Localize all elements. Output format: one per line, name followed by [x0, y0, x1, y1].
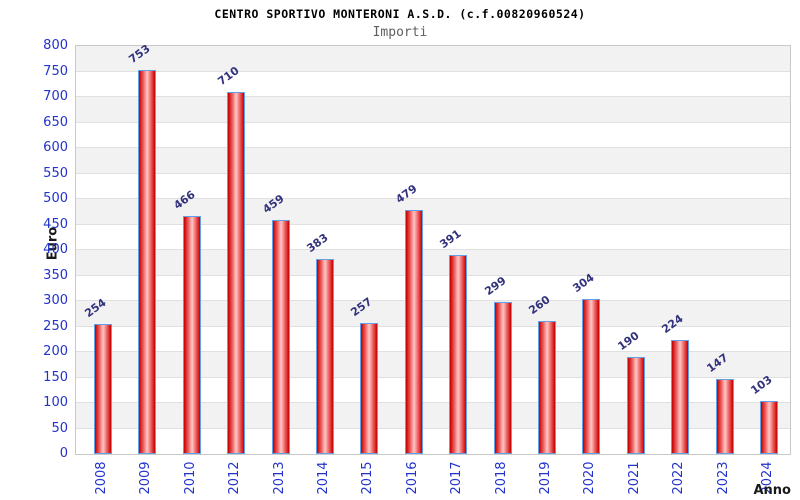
x-tick-label: 2018 — [493, 461, 509, 495]
bar-value-label: 299 — [481, 273, 509, 298]
y-tick-label: 0 — [59, 446, 68, 461]
x-tick-label: 2023 — [715, 461, 731, 495]
bar — [582, 298, 601, 454]
grid-line — [76, 274, 790, 276]
bar — [449, 254, 468, 454]
x-axis-title: Anno — [753, 483, 791, 498]
y-tick-label: 100 — [43, 395, 68, 410]
bar-value-label: 190 — [615, 329, 642, 354]
y-tick-label: 350 — [43, 267, 68, 283]
bar — [360, 322, 379, 454]
grid-line — [76, 427, 790, 429]
x-tick-label: 2017 — [449, 461, 465, 495]
bar — [404, 209, 423, 454]
y-tick-label: 50 — [51, 420, 68, 436]
bar — [182, 216, 201, 454]
grid-band — [76, 46, 790, 72]
y-tick-label: 150 — [43, 369, 68, 385]
y-tick-label: 650 — [43, 114, 68, 130]
y-tick-label: 250 — [43, 318, 68, 334]
bar — [626, 357, 645, 454]
bar-value-label: 391 — [437, 226, 464, 251]
x-tick-label: 2019 — [538, 461, 553, 495]
x-tick-label: 2022 — [671, 461, 687, 495]
bar — [493, 301, 512, 454]
x-tick-label: 2009 — [138, 461, 154, 495]
grid-line — [76, 96, 790, 97]
x-tick-label: 2012 — [227, 461, 243, 495]
x-tick-label: 2016 — [404, 461, 420, 495]
x-tick-label: 2008 — [94, 461, 109, 495]
chart-subtitle: Importi — [372, 25, 428, 40]
grid-line — [76, 147, 790, 148]
y-tick-label: 500 — [43, 191, 68, 206]
y-tick-label: 700 — [43, 89, 68, 104]
bar — [271, 219, 290, 454]
chart-title: CENTRO SPORTIVO MONTERONI A.S.D. (c.f.00… — [214, 7, 586, 21]
grid-line — [76, 223, 790, 225]
bar — [671, 339, 690, 454]
plot-area: 254 753 466 710 459 383 257 479 391 299 260 304 190 2… — [75, 42, 791, 455]
y-tick-label: 200 — [43, 344, 68, 359]
grid-band — [76, 97, 790, 123]
grid-line — [76, 121, 790, 123]
bar — [715, 379, 734, 454]
y-tick-label: 800 — [43, 38, 68, 53]
grid-line — [76, 70, 790, 72]
bar — [227, 91, 246, 454]
y-tick-label: 550 — [43, 165, 68, 181]
grid-line — [76, 300, 790, 301]
bar — [138, 69, 157, 454]
grid-line — [76, 402, 790, 403]
x-tick-label: 2014 — [316, 461, 331, 495]
x-tick-label: 2013 — [271, 461, 287, 495]
x-tick-label: 2015 — [360, 461, 376, 495]
bar — [316, 258, 334, 454]
x-tick-label: 2020 — [582, 461, 598, 495]
bar — [538, 321, 556, 454]
y-tick-label: 750 — [43, 63, 68, 79]
grid-line — [76, 376, 790, 378]
y-tick-label: 400 — [43, 242, 68, 257]
x-tick-label: 2021 — [626, 461, 642, 495]
y-tick-label: 300 — [43, 293, 68, 308]
grid-band — [76, 148, 790, 174]
grid-line — [76, 249, 790, 250]
grid-line — [76, 351, 790, 352]
y-tick-label: 450 — [43, 216, 68, 232]
y-tick-label: 600 — [43, 140, 68, 155]
bar — [94, 324, 112, 454]
grid-line — [76, 198, 790, 199]
grid-line — [76, 325, 790, 327]
bar — [760, 401, 778, 454]
grid-line — [76, 172, 790, 174]
x-tick-label: 2010 — [182, 461, 198, 495]
